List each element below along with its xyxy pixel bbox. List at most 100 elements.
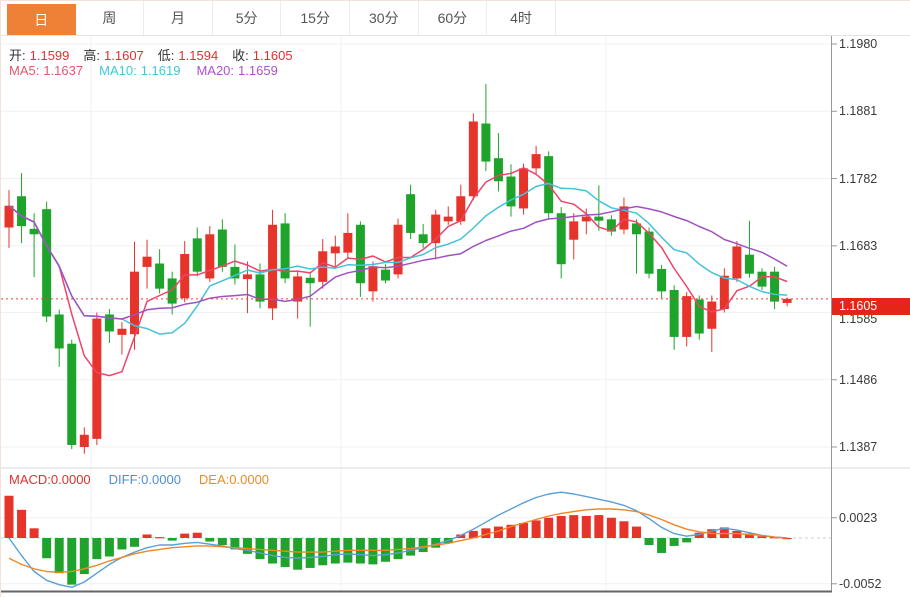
macd-bar-negative xyxy=(54,538,64,574)
macd-bar-negative xyxy=(230,538,240,550)
candle-up xyxy=(205,234,215,279)
candle-down xyxy=(632,223,641,235)
macd-bar-positive xyxy=(456,534,466,538)
macd-bar-negative xyxy=(431,538,441,548)
ma20-label: MA20: xyxy=(196,63,235,78)
candle-down xyxy=(481,123,491,162)
macd-bar-positive xyxy=(493,526,503,538)
close-label: 收: xyxy=(232,48,249,63)
tab-day[interactable]: 日 xyxy=(7,4,76,35)
diff-label: DIFF: xyxy=(108,472,142,487)
macd-label: MACD: xyxy=(9,472,51,487)
macd-bar-positive xyxy=(569,515,579,538)
macd-bar-positive xyxy=(17,509,27,538)
candle-down xyxy=(230,266,240,279)
macd-bar-negative xyxy=(92,538,102,560)
candle-up xyxy=(330,246,340,254)
tab-4hour[interactable]: 4时 xyxy=(487,1,556,35)
macd-bar-negative xyxy=(280,538,290,568)
ma20-value: 1.1659 xyxy=(238,63,278,78)
candle-up xyxy=(581,216,591,222)
close-value: 1.1605 xyxy=(252,48,293,63)
dea-label: DEA: xyxy=(198,472,230,487)
candle-down xyxy=(644,231,654,274)
macd-legend-dea: DEA:0.0000 xyxy=(199,472,269,487)
candle-down xyxy=(506,176,516,207)
candle-up xyxy=(719,275,729,310)
macd-value: 0.0000 xyxy=(50,472,91,487)
tab-5min[interactable]: 5分 xyxy=(212,1,282,35)
candle-down xyxy=(657,268,667,292)
price-tick-label: 1.1683 xyxy=(839,238,878,253)
price-tick-label: 1.1486 xyxy=(839,372,878,387)
candle-up xyxy=(468,121,478,197)
tab-week[interactable]: 周 xyxy=(75,1,145,35)
open-value: 1.1599 xyxy=(29,48,70,63)
candle-up xyxy=(393,224,403,275)
candle-down xyxy=(594,216,604,221)
price-tick-label: 1.1881 xyxy=(839,104,878,119)
macd-bar-negative xyxy=(104,538,114,557)
macd-bar-negative xyxy=(242,538,252,554)
candle-up xyxy=(242,274,252,280)
open-label: 开: xyxy=(9,48,26,63)
macd-tick-label: 0.0023 xyxy=(839,510,878,525)
macd-bar-negative xyxy=(644,538,654,546)
candle-up xyxy=(782,298,792,303)
macd-bar-positive xyxy=(744,533,754,538)
macd-bar-positive xyxy=(468,530,478,538)
tab-month[interactable]: 月 xyxy=(144,1,213,35)
price-tick-label: 1.1585 xyxy=(839,312,878,327)
high-value: 1.1607 xyxy=(104,48,144,63)
macd-bar-positive xyxy=(632,526,641,538)
macd-bar-positive xyxy=(29,528,39,538)
macd-bar-positive xyxy=(180,533,190,538)
tab-30min[interactable]: 30分 xyxy=(350,1,419,35)
macd-bar-negative xyxy=(406,538,416,556)
candle-down xyxy=(192,238,202,272)
macd-bar-negative xyxy=(205,538,215,542)
diff-line xyxy=(8,491,788,588)
macd-bar-positive xyxy=(556,515,566,538)
candle-up xyxy=(569,221,579,240)
tab-15min[interactable]: 15分 xyxy=(281,1,350,35)
candle-up xyxy=(79,434,89,447)
low-label: 低: xyxy=(157,48,175,63)
ohlc-legend-open: 开: 1.1599 xyxy=(9,45,69,64)
candle-down xyxy=(406,194,416,233)
macd-bar-negative xyxy=(305,538,315,568)
ma20-line xyxy=(8,205,788,320)
candle-up xyxy=(293,276,303,302)
price-tick-label: 1.1387 xyxy=(839,440,878,454)
ohlc-legend-low: 低: 1.1594 xyxy=(158,45,218,64)
macd-bar-positive xyxy=(732,530,742,538)
macd-bar-positive xyxy=(192,532,202,538)
ohlc-legend: 开: 1.1599 高: 1.1607 低: 1.1594 收: 1.1605 xyxy=(9,45,307,64)
candle-down xyxy=(493,158,503,182)
timeframe-tab-bar: 日周月 5分 15分 30分 60分 4时 xyxy=(1,1,910,36)
high-label: 高: xyxy=(83,48,101,63)
ma10-line xyxy=(8,182,788,335)
candle-up xyxy=(268,224,278,309)
candle-up xyxy=(180,253,190,299)
price-tick-label: 1.1782 xyxy=(839,171,878,186)
macd-legend: MACD:0.0000 DIFF:0.0000 DEA:0.0000 xyxy=(9,472,287,487)
macd-bar-positive xyxy=(519,523,529,538)
ohlc-legend-close: 收: 1.1605 xyxy=(232,45,292,64)
candle-down xyxy=(606,219,616,232)
macd-bar-negative xyxy=(293,538,303,570)
tab-60min[interactable]: 60分 xyxy=(418,1,488,35)
candle-up xyxy=(368,266,378,292)
candle-down xyxy=(381,269,390,281)
macd-bar-positive xyxy=(606,517,616,538)
candle-up xyxy=(443,216,453,222)
candle-down xyxy=(104,314,114,332)
macd-bar-positive xyxy=(4,495,14,538)
candle-down xyxy=(17,196,27,227)
candle-up xyxy=(519,168,529,209)
macd-bar-negative xyxy=(368,538,378,565)
candle-down xyxy=(355,224,365,284)
macd-bar-negative xyxy=(418,538,428,553)
macd-bar-positive xyxy=(757,536,767,538)
